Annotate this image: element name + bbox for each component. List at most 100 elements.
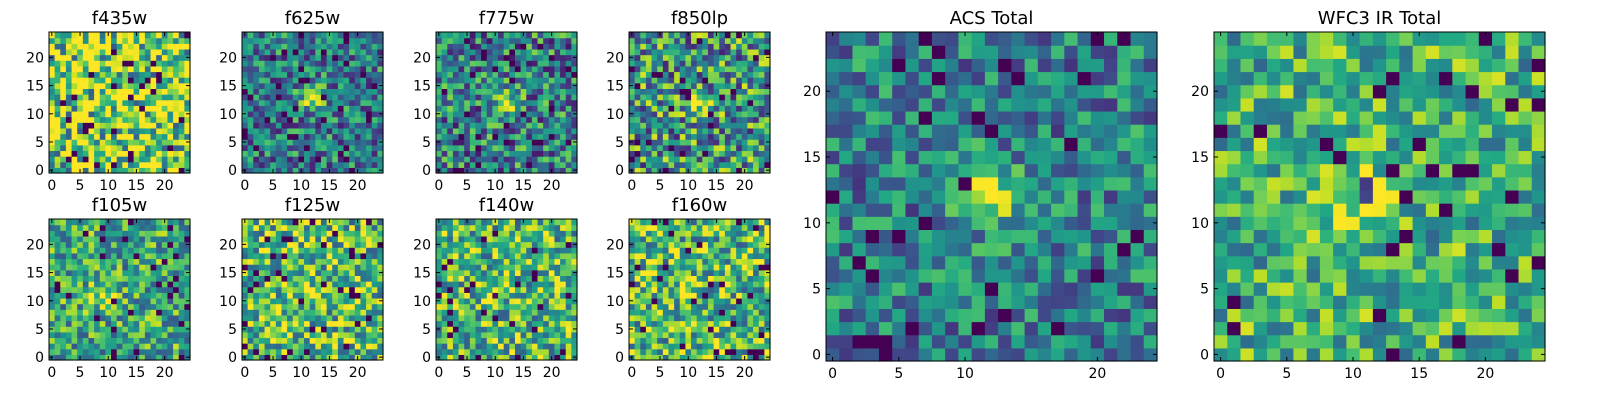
heatmap-cell xyxy=(122,219,129,226)
heatmap-cell xyxy=(178,269,185,276)
heatmap-cell xyxy=(127,331,135,339)
heatmap-cell xyxy=(498,320,505,327)
heatmap-cell xyxy=(71,105,78,112)
heatmap-cell xyxy=(651,65,658,73)
heatmap-cell xyxy=(264,110,271,118)
heatmap-cell xyxy=(133,326,140,333)
heatmap-cell xyxy=(741,326,749,333)
heatmap-cell xyxy=(366,60,373,67)
heatmap-cell xyxy=(270,320,277,327)
heatmap-cell xyxy=(150,110,157,118)
heatmap-cell xyxy=(354,252,362,260)
heatmap-cell xyxy=(565,258,572,265)
heatmap-cell xyxy=(144,269,152,276)
heatmap-cell xyxy=(554,326,561,333)
heatmap-cell xyxy=(691,303,698,310)
heatmap-cell xyxy=(520,127,527,135)
heatmap-cell xyxy=(758,99,765,106)
heatmap-cell xyxy=(242,127,249,135)
heatmap-cell xyxy=(526,60,533,67)
heatmap-cell xyxy=(349,230,356,237)
heatmap-cell xyxy=(464,275,471,282)
heatmap-cell xyxy=(139,264,146,271)
heatmap-cell xyxy=(371,161,378,168)
heatmap-cell xyxy=(509,314,516,322)
heatmap-cell xyxy=(258,167,266,174)
heatmap-cell xyxy=(315,281,322,288)
heatmap-cell xyxy=(133,48,140,56)
heatmap-cell xyxy=(707,99,715,106)
heatmap-cell xyxy=(360,275,367,282)
heatmap-cell xyxy=(537,71,544,78)
heatmap-cell xyxy=(441,156,448,163)
heatmap-cell xyxy=(343,144,350,152)
heatmap-cell xyxy=(481,224,488,231)
heatmap-cell xyxy=(133,110,140,118)
heatmap-cell xyxy=(354,139,362,146)
heatmap-cell xyxy=(565,275,572,282)
heatmap-cell xyxy=(287,247,294,254)
heatmap-cell xyxy=(662,37,670,44)
heatmap-cell xyxy=(452,88,460,95)
heatmap-cell xyxy=(571,77,578,84)
heatmap-cell xyxy=(88,150,95,157)
heatmap-cell xyxy=(657,54,664,61)
heatmap-cell xyxy=(436,161,443,168)
heatmap-cell xyxy=(458,105,465,112)
heatmap-cell xyxy=(452,99,460,106)
heatmap-cell xyxy=(116,309,123,316)
heatmap-cell xyxy=(77,297,84,305)
heatmap-cell xyxy=(292,144,299,152)
heatmap-cell xyxy=(371,235,378,243)
heatmap-cell xyxy=(543,348,550,355)
heatmap-cell xyxy=(150,32,157,39)
heatmap-cell xyxy=(144,139,152,146)
heatmap-cell xyxy=(337,144,345,152)
heatmap-cell xyxy=(492,60,499,67)
heatmap-cell xyxy=(65,331,73,339)
heatmap-cell xyxy=(242,258,249,265)
heatmap-cell xyxy=(354,320,362,327)
heatmap-cell xyxy=(736,82,743,89)
heatmap-cell xyxy=(657,65,664,73)
heatmap-cell xyxy=(275,252,283,260)
heatmap-cell xyxy=(116,144,123,152)
heatmap-cell xyxy=(275,167,283,174)
heatmap-cell xyxy=(184,314,191,322)
heatmap-cell xyxy=(464,235,471,243)
heatmap-cell xyxy=(436,281,443,288)
heatmap-cell xyxy=(713,320,720,327)
heatmap-cell xyxy=(287,133,294,140)
heatmap-cell xyxy=(713,77,720,84)
heatmap-cell xyxy=(537,77,544,84)
heatmap-cell xyxy=(242,320,249,327)
heatmap-cell xyxy=(481,150,488,157)
heatmap-cell xyxy=(537,224,544,231)
heatmap-cell xyxy=(458,320,465,327)
heatmap-cell xyxy=(651,133,658,140)
heatmap-cell xyxy=(150,230,157,237)
heatmap-cell xyxy=(315,286,322,293)
heatmap-cell xyxy=(304,105,311,112)
heatmap-cell xyxy=(719,320,726,327)
heatmap-cell xyxy=(360,88,367,95)
heatmap-cell xyxy=(634,60,641,67)
heatmap-cell xyxy=(178,127,185,135)
heatmap-cell xyxy=(71,122,78,129)
heatmap-cell xyxy=(292,331,299,339)
heatmap-cell xyxy=(298,309,305,316)
heatmap-cell xyxy=(54,122,61,129)
heatmap-cell xyxy=(116,43,123,50)
heatmap-cell xyxy=(127,144,135,152)
heatmap-cell xyxy=(337,43,345,50)
y-tick-label: 20 xyxy=(606,50,624,66)
heatmap-cell xyxy=(287,343,294,350)
heatmap-cell xyxy=(469,139,477,146)
heatmap-cell xyxy=(320,127,328,135)
heatmap-cell xyxy=(713,286,720,293)
heatmap-cell xyxy=(371,116,378,123)
heatmap-cell xyxy=(54,133,61,140)
heatmap-cell xyxy=(565,122,572,129)
heatmap-cell xyxy=(526,343,533,350)
heatmap-cell xyxy=(645,32,653,39)
